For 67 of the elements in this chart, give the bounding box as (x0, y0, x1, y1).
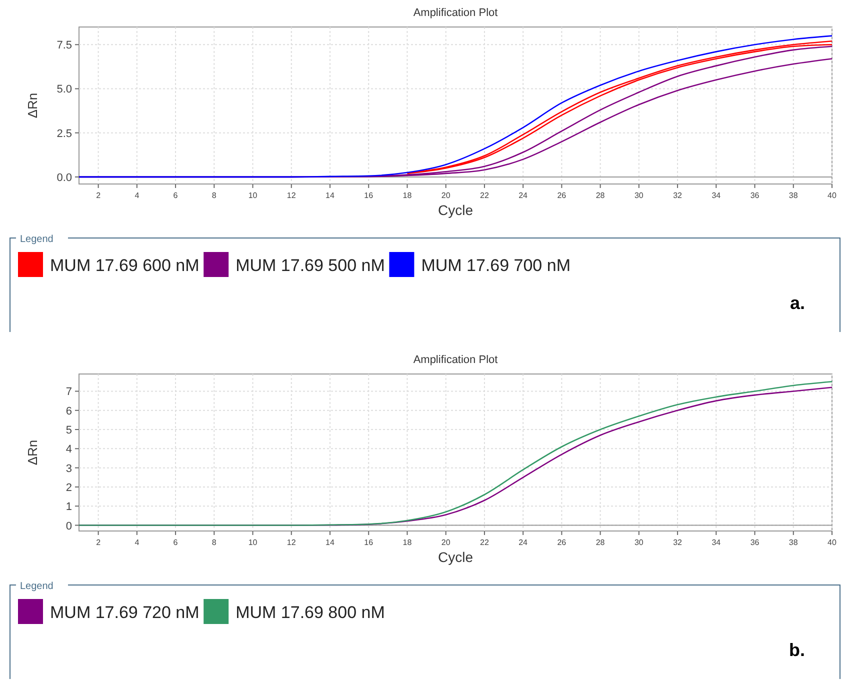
legend-label: MUM 17.69 700 nM (421, 256, 570, 275)
x-tick-label: 22 (480, 538, 490, 547)
x-tick-label: 2 (96, 191, 102, 200)
x-tick-label: 24 (518, 538, 528, 547)
y-tick-label: 3 (66, 462, 72, 475)
x-tick-label: 28 (596, 191, 606, 200)
legend-title: Legend (20, 581, 54, 592)
y-tick-label: 2.5 (56, 128, 72, 140)
x-tick-label: 38 (788, 538, 798, 547)
y-tick-label: 0.0 (56, 172, 72, 184)
x-tick-label: 4 (134, 191, 140, 200)
y-axis-title: ΔRn (25, 440, 40, 466)
legend-label: MUM 17.69 720 nM (50, 603, 200, 622)
x-tick-label: 20 (441, 538, 451, 547)
x-axis-title: Cycle (438, 549, 474, 565)
x-tick-label: 24 (518, 191, 528, 200)
chart-title: Amplification Plot (413, 7, 498, 19)
x-tick-label: 4 (134, 538, 140, 547)
y-tick-label: 1 (66, 501, 72, 514)
y-axis-title: ΔRn (25, 92, 40, 118)
x-tick-label: 30 (634, 191, 644, 200)
x-tick-label: 16 (364, 191, 374, 200)
x-tick-label: 16 (364, 538, 374, 547)
x-tick-label: 32 (673, 538, 683, 547)
legend-title: Legend (20, 234, 54, 245)
x-tick-label: 2 (96, 538, 102, 547)
x-tick-label: 30 (634, 538, 644, 547)
legend-label: MUM 17.69 800 nM (236, 603, 385, 622)
y-tick-label: 5 (66, 424, 72, 437)
x-tick-label: 18 (402, 191, 412, 200)
text: a. (790, 293, 805, 313)
x-tick-label: 12 (286, 191, 296, 200)
x-tick-label: 12 (286, 538, 296, 547)
x-tick-label: 8 (212, 191, 217, 200)
x-axis-title: Cycle (438, 202, 474, 218)
x-tick-label: 10 (248, 191, 258, 200)
legend-label: MUM 17.69 600 nM (50, 256, 200, 275)
x-tick-label: 40 (828, 191, 837, 200)
x-tick-label: 20 (441, 191, 451, 200)
x-tick-label: 18 (402, 538, 412, 547)
x-tick-label: 32 (673, 191, 683, 200)
y-tick-label: 7.5 (56, 40, 72, 52)
y-tick-label: 7 (66, 386, 72, 398)
legend-label: MUM 17.69 500 nM (236, 256, 385, 275)
text: b. (789, 640, 805, 660)
y-tick-label: 4 (66, 444, 72, 456)
y-tick-label: 6 (66, 405, 72, 418)
x-tick-label: 14 (326, 191, 335, 200)
x-tick-label: 6 (173, 191, 178, 200)
x-tick-label: 34 (712, 191, 722, 200)
x-tick-label: 26 (557, 538, 567, 547)
x-tick-label: 10 (248, 538, 258, 547)
x-tick-label: 14 (326, 538, 335, 547)
x-tick-label: 34 (712, 538, 722, 547)
y-tick-label: 2 (66, 482, 72, 494)
x-tick-label: 6 (173, 538, 178, 547)
x-tick-label: 8 (212, 538, 217, 547)
y-tick-label: 5.0 (56, 84, 72, 96)
x-tick-label: 36 (750, 538, 760, 547)
x-tick-label: 26 (557, 191, 567, 200)
x-tick-label: 28 (596, 538, 606, 547)
chart-title: Amplification Plot (413, 354, 498, 366)
x-tick-label: 22 (480, 191, 490, 200)
y-tick-label: 0 (66, 520, 72, 532)
x-tick-label: 40 (828, 538, 837, 547)
x-tick-label: 38 (788, 191, 798, 200)
x-tick-label: 36 (750, 191, 760, 200)
